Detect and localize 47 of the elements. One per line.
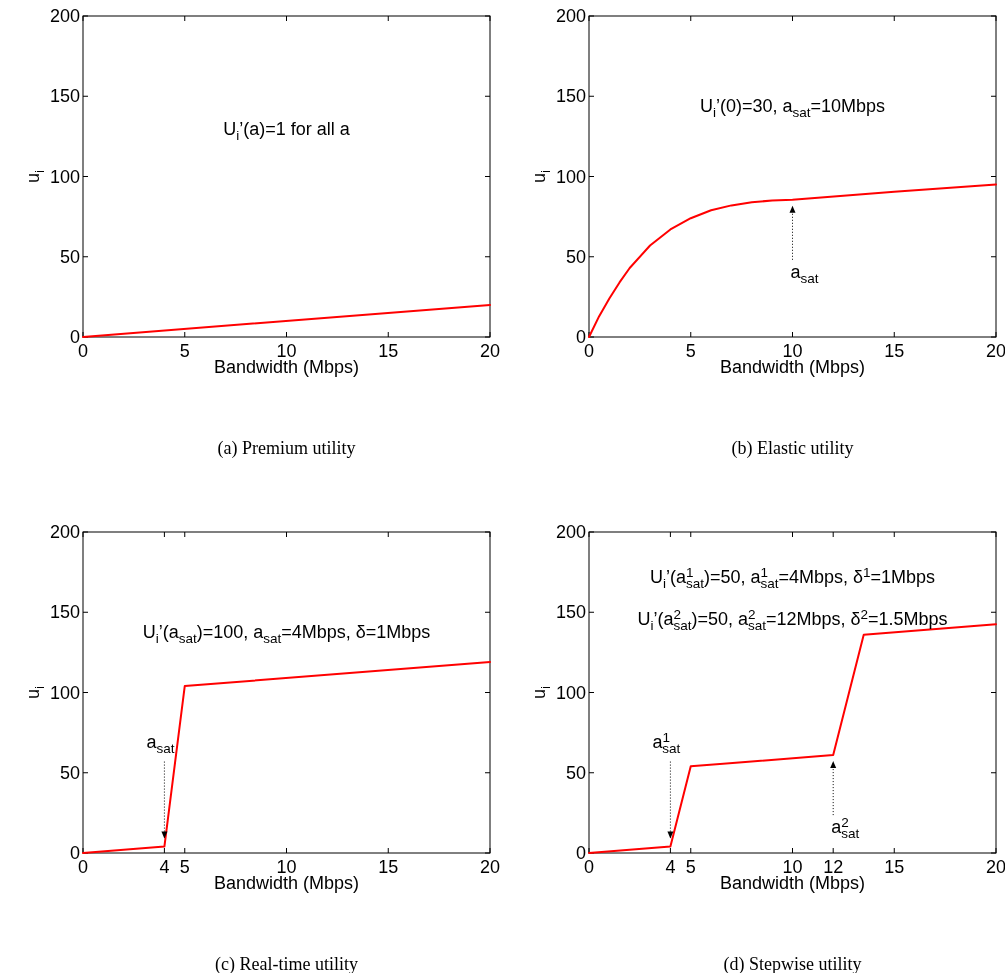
- y-tick-label: 0: [69, 327, 80, 347]
- x-tick-label: 15: [378, 857, 399, 877]
- y-tick-label: 100: [49, 682, 80, 703]
- x-tick-label: 15: [884, 341, 905, 361]
- line-series: [82, 661, 491, 854]
- y-tick-label: 200: [555, 522, 586, 542]
- x-tick-label: 20: [985, 341, 1005, 361]
- y-tick-label: 100: [555, 166, 586, 187]
- annotation: a$_{sat}$: [146, 731, 175, 756]
- x-tick-label: 5: [179, 341, 190, 361]
- text: (c) Real-time utility: [215, 954, 358, 973]
- line-series: [588, 183, 997, 338]
- y-tick-label: 50: [59, 762, 80, 783]
- y-tick-label: 50: [565, 246, 586, 267]
- y-tick-label: 0: [575, 327, 586, 347]
- x-tick-label: 4: [159, 857, 170, 877]
- text: (d) Stepwise utility: [723, 954, 862, 973]
- y-tick-label: 150: [49, 86, 80, 107]
- x-tick-label: 20: [479, 341, 501, 361]
- y-tick-label: 150: [555, 602, 586, 623]
- y-tick-label: 200: [49, 522, 80, 542]
- y-tick-label: 100: [49, 166, 80, 187]
- y-tick-label: 150: [49, 602, 80, 623]
- y-tick-label: 50: [59, 246, 80, 267]
- y-tick-label: 200: [49, 6, 80, 26]
- x-tick-label: 15: [378, 341, 399, 361]
- text: (b) Elastic utility: [731, 438, 854, 459]
- text: U$_{i}$’(a$^{1}$$_{sat}$)=50, a$^{1}$$_{sat}$=4Mbps, δ$^{1}$=1Mbps: [649, 565, 936, 592]
- annotation: a$_{sat}$: [790, 261, 819, 286]
- annotation: U$_{i}$’(a$_{sat}$)=100, a$_{sat}$=4Mbps, δ=1Mbps: [142, 621, 431, 646]
- y-tick-label: 0: [575, 843, 586, 863]
- x-tick-label: 20: [985, 857, 1005, 877]
- text: (a) Premium utility: [217, 438, 356, 459]
- y-tick-label: 0: [69, 843, 80, 863]
- x-tick-label: 4: [665, 857, 676, 877]
- text: U$_{i}$’(a$^{2}$$_{sat}$)=50, a$^{2}$$_{sat}$=12Mbps, δ$^{2}$=1.5Mbps: [637, 606, 948, 633]
- x-tick-label: 5: [685, 857, 696, 877]
- x-tick-label: 15: [884, 857, 905, 877]
- annotation: U$_{i}$’(a)=1 for all a: [223, 118, 351, 143]
- y-tick-label: 50: [565, 762, 586, 783]
- y-tick-label: 200: [555, 6, 586, 26]
- x-tick-label: 20: [479, 857, 501, 877]
- x-tick-label: 5: [685, 341, 696, 361]
- annotation: U$_{i}$’(0)=30, a$_{sat}$=10Mbps: [699, 96, 886, 121]
- x-tick-label: 5: [179, 857, 190, 877]
- y-tick-label: 150: [555, 86, 586, 107]
- y-tick-label: 100: [555, 682, 586, 703]
